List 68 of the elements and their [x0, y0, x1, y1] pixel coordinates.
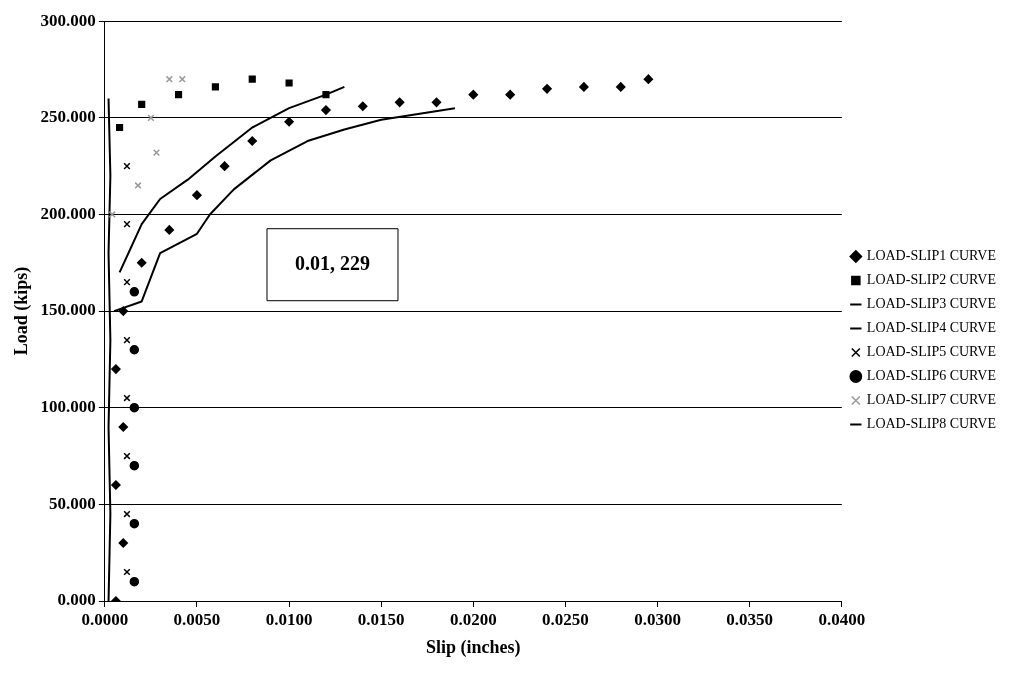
x-tick-label: 0.0400 [818, 609, 866, 629]
y-tick-label: 0.000 [57, 590, 96, 610]
legend-label: LOAD-SLIP4 CURVE [866, 320, 997, 336]
point [123, 568, 131, 576]
point [129, 287, 140, 297]
y-axis-title: Load (kips) [11, 266, 33, 356]
x-axis-title: Slip (inches) [426, 636, 521, 658]
point [111, 364, 121, 374]
legend-label: LOAD-SLIP2 CURVE [866, 272, 997, 288]
point [129, 576, 140, 587]
point [123, 336, 131, 344]
point [285, 79, 293, 87]
legend-label: LOAD-SLIP3 CURVE [866, 296, 997, 312]
x-tick-label: 0.0250 [542, 609, 589, 629]
point [129, 518, 140, 529]
point [118, 306, 129, 316]
point [192, 190, 202, 200]
legend-label: LOAD-SLIP8 CURVE [866, 416, 997, 432]
x-tick-label: 0.0000 [81, 609, 129, 629]
point [211, 83, 219, 91]
y-tick-label: 50.000 [49, 493, 96, 513]
y-tick-label: 100.000 [40, 397, 96, 417]
point [116, 123, 124, 132]
point [164, 225, 175, 235]
point [118, 422, 129, 432]
point [129, 345, 140, 355]
y-tick-label: 150.000 [40, 300, 96, 320]
legend-label: LOAD-SLIP7 CURVE [866, 392, 997, 408]
point [505, 89, 515, 100]
point [136, 258, 147, 268]
annotation: 0.01, 229 [294, 251, 370, 274]
x-tick-label: 0.0100 [265, 609, 313, 629]
point [123, 394, 131, 402]
x-tick-label: 0.0200 [449, 609, 497, 629]
point [468, 89, 479, 100]
x-tick-label: 0.0050 [173, 609, 221, 629]
y-tick-label: 250.000 [40, 107, 96, 127]
point [219, 161, 230, 171]
point [248, 75, 256, 83]
point [321, 105, 331, 115]
legend-label: LOAD-SLIP1 CURVE [866, 248, 997, 264]
point [111, 480, 121, 490]
point [152, 149, 161, 157]
x-tick-label: 0.0150 [357, 609, 405, 629]
y-tick-label: 300.000 [40, 10, 96, 30]
legend-label: LOAD-SLIP6 CURVE [866, 368, 997, 384]
point [358, 101, 368, 111]
point [579, 82, 589, 92]
point [123, 452, 131, 460]
point [542, 84, 552, 94]
point [615, 82, 626, 92]
point [174, 91, 183, 99]
point [123, 510, 131, 518]
point [284, 116, 294, 127]
point [134, 181, 142, 190]
point [247, 136, 257, 146]
point [129, 402, 140, 413]
point [431, 97, 442, 108]
x-tick-label: 0.0300 [634, 609, 681, 629]
point [118, 538, 129, 548]
legend-label: LOAD-SLIP5 CURVE [866, 344, 997, 360]
point [129, 460, 140, 471]
point [394, 97, 405, 108]
y-tick-label: 200.000 [40, 203, 96, 223]
point [138, 100, 146, 108]
x-tick-label: 0.0350 [726, 609, 774, 629]
point [322, 91, 330, 99]
point [643, 74, 654, 84]
